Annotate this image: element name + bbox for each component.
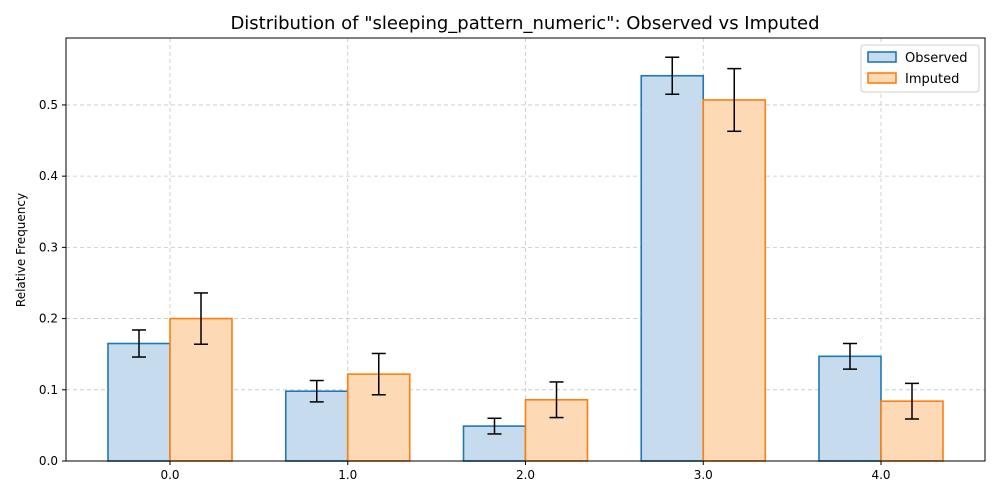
legend-swatch-observed [867, 51, 897, 63]
error-bars [132, 56, 919, 435]
x-tick-label: 2.0 [516, 468, 535, 482]
x-tick-label: 3.0 [694, 468, 713, 482]
legend-label-observed: Observed [905, 51, 968, 66]
bar-observed [818, 355, 882, 462]
bar-observed [107, 342, 171, 462]
axes: 0.0 0.1 0.2 0.3 0.4 0.5 0.0 1.0 2.0 3.0 4.0 [39, 98, 891, 482]
legend: Observed Imputed [860, 44, 980, 93]
legend-swatch-imputed [867, 72, 897, 84]
y-tick-label: 0.0 [39, 454, 58, 468]
y-tick-label: 0.3 [39, 240, 58, 254]
y-axis-label: Relative Frequency [14, 193, 28, 307]
legend-label-imputed: Imputed [905, 72, 959, 87]
y-tick-label: 0.2 [39, 312, 58, 326]
bar-observed [640, 74, 705, 462]
bars [107, 74, 944, 462]
x-tick-label: 1.0 [338, 468, 357, 482]
y-tick-label: 0.1 [39, 383, 58, 397]
y-tick-label: 0.5 [39, 98, 58, 112]
chart-title: Distribution of "sleeping_pattern_numeri… [230, 13, 819, 34]
x-tick-label: 4.0 [871, 468, 890, 482]
x-tick-label: 0.0 [160, 468, 179, 482]
bar-imputed [702, 99, 767, 462]
y-tick-label: 0.4 [39, 169, 58, 183]
